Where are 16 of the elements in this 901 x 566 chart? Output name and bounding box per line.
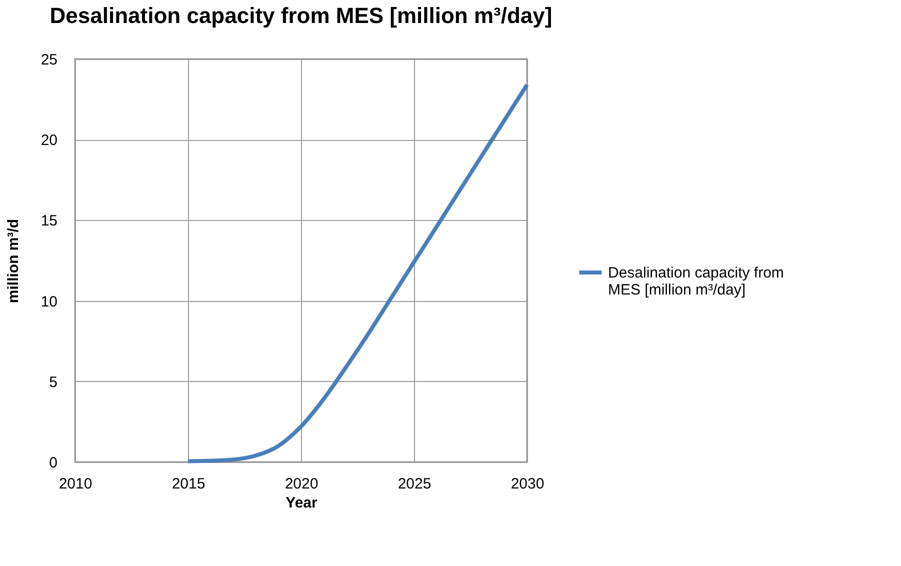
x-tick-label: 2015 (172, 476, 206, 492)
y-tick-label: 10 (40, 293, 58, 310)
chart-title: Desalination capacity from MES [million m³/day] (50, 3, 552, 28)
y-tick-label: 15 (40, 212, 58, 230)
x-axis-title: Year (286, 494, 318, 512)
x-tick-label: 2020 (284, 476, 318, 492)
y-tick-label: 5 (49, 374, 58, 391)
x-tick-label: 2025 (398, 476, 432, 492)
legend-label: Desalination capacity from MES [million m³/day] (608, 264, 784, 298)
y-tick-label: 20 (40, 132, 58, 150)
y-tick-label: 25 (40, 52, 58, 68)
line-series (186, 82, 529, 464)
y-tick-label: 0 (49, 454, 58, 472)
x-tick-label: 2030 (510, 476, 544, 492)
y-axis-title: million m³/d (4, 218, 22, 304)
x-tick-label: 2010 (58, 476, 92, 492)
